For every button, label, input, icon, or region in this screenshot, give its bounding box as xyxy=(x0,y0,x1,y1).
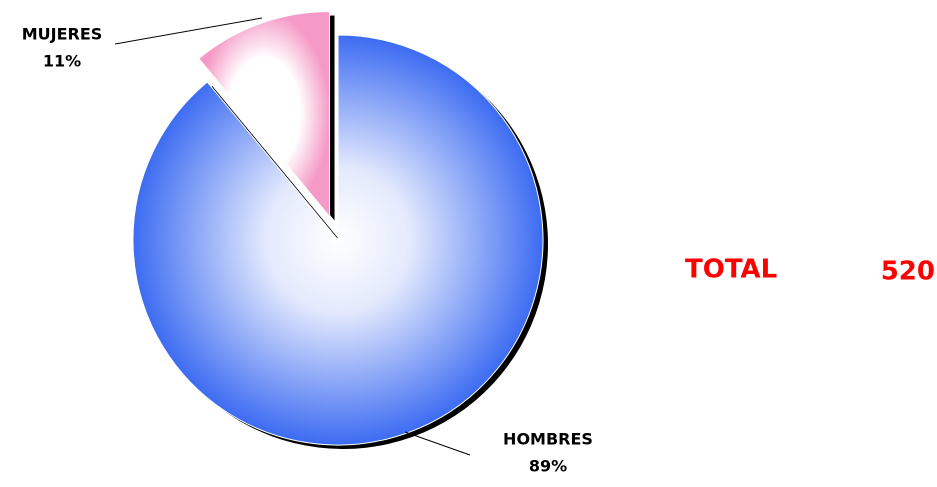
leader-line xyxy=(114,17,263,45)
pie-slice xyxy=(132,34,544,446)
slice-value-label: 11% xyxy=(43,52,81,71)
slice-label: HOMBRES xyxy=(503,430,593,449)
total-value: 520 xyxy=(881,257,935,287)
pie-slice xyxy=(198,10,331,218)
slice-label: MUJERES xyxy=(22,25,103,44)
slice-value-label: 89% xyxy=(529,457,567,476)
total-label: TOTAL xyxy=(685,255,777,285)
leader-line xyxy=(404,431,471,456)
